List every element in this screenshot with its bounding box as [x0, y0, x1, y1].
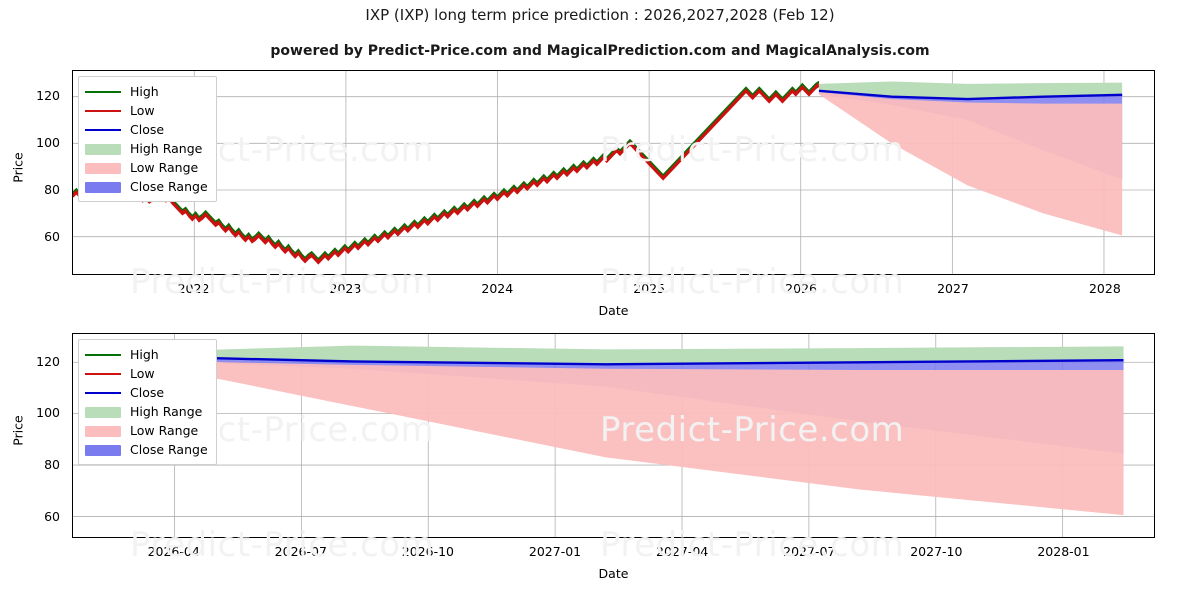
legend-item-low-range: Low Range [85, 158, 208, 177]
legend-swatch-line-icon [85, 85, 121, 99]
close-line [818, 89, 1123, 101]
legend-swatch-patch-icon [85, 161, 121, 175]
legend-item-label: Close Range [130, 179, 208, 194]
legend-item-label: High Range [130, 404, 203, 419]
x-tick-label: 2024 [481, 281, 514, 296]
y-tick-label: 80 [44, 182, 60, 198]
x-tick-label: 2027 [937, 281, 969, 296]
legend-item-high-range: High Range [85, 402, 208, 421]
x-tick-label: 2026-10 [401, 544, 455, 559]
legend-swatch-line-icon [85, 104, 121, 118]
x-tick-label: 2028 [1088, 281, 1121, 296]
y-tick-label: 60 [44, 509, 60, 525]
legend-item-label: High [130, 84, 159, 99]
legend-item-high-range: High Range [85, 139, 208, 158]
legend-item-label: High [130, 347, 159, 362]
y-tick-label: 100 [36, 135, 60, 151]
legend-item-label: Close [130, 385, 165, 400]
legend-item-label: Low [130, 366, 155, 381]
legend-item-low: Low [85, 101, 208, 120]
bottom-chart-canvas [73, 334, 1154, 537]
legend-item-label: Low [130, 103, 155, 118]
legend-swatch-line-icon [85, 123, 121, 137]
legend-item-low: Low [85, 364, 208, 383]
y-tick-label: 80 [44, 457, 60, 473]
legend-swatch-patch-icon [85, 424, 121, 438]
page-subtitle: powered by Predict-Price.com and Magical… [270, 43, 930, 59]
x-tick-label: 2026 [785, 281, 817, 296]
legend-item-high: High [85, 345, 208, 364]
legend-swatch-line-icon [85, 367, 121, 381]
bottom-chart-plot-area [72, 333, 1155, 538]
top-chart-x-axis-label: Date [598, 303, 629, 318]
high-line [73, 80, 820, 260]
legend-item-close: Close [85, 120, 208, 139]
legend-item-label: Low Range [130, 423, 199, 438]
y-tick-label: 120 [36, 353, 60, 369]
legend-item-close-range: Close Range [85, 177, 208, 196]
low-range-band [108, 357, 1124, 516]
legend-item-low-range: Low Range [85, 421, 208, 440]
legend-swatch-line-icon [85, 348, 121, 362]
legend-swatch-patch-icon [85, 180, 121, 194]
high-range-band [108, 345, 1124, 365]
x-tick-label: 2023 [329, 281, 362, 296]
legend-swatch-patch-icon [85, 405, 121, 419]
legend-swatch-patch-icon [85, 142, 121, 156]
legend-item-label: Close [130, 122, 165, 137]
x-tick-label: 2022 [177, 281, 210, 296]
bottom-chart-legend: High Low Close High Range Low Range Close Ran… [78, 339, 217, 465]
x-tick-label: 2027-01 [528, 544, 582, 559]
legend-item-high: High [85, 82, 208, 101]
top-chart-canvas [73, 71, 1154, 274]
x-tick-label: 2028-01 [1037, 544, 1090, 559]
x-tick-label: 2025 [633, 281, 666, 296]
page-title: IXP (IXP) long term price prediction : 2… [365, 6, 835, 24]
y-tick-label: 120 [36, 87, 60, 103]
legend-swatch-patch-icon [85, 443, 121, 457]
low-range-band [818, 92, 1123, 236]
legend-item-label: High Range [130, 141, 203, 156]
legend-item-label: Close Range [130, 442, 208, 457]
y-tick-label: 100 [36, 405, 60, 421]
x-tick-label: 2027-04 [656, 544, 709, 559]
top-chart-legend: High Low Close High Range Low Range Close Ran… [78, 76, 217, 202]
legend-item-label: Low Range [130, 160, 199, 175]
low-line [73, 85, 820, 265]
bottom-chart-x-axis-label: Date [598, 566, 629, 581]
x-tick-label: 2026-04 [147, 544, 200, 559]
x-tick-label: 2026-07 [274, 544, 327, 559]
legend-item-close-range: Close Range [85, 440, 208, 459]
top-chart-plot-area [72, 70, 1155, 275]
legend-swatch-line-icon [85, 386, 121, 400]
high-range-band [818, 81, 1123, 100]
legend-item-close: Close [85, 383, 208, 402]
x-tick-label: 2027-07 [783, 544, 836, 559]
x-tick-label: 2027-10 [910, 544, 963, 559]
y-tick-label: 60 [44, 229, 60, 245]
